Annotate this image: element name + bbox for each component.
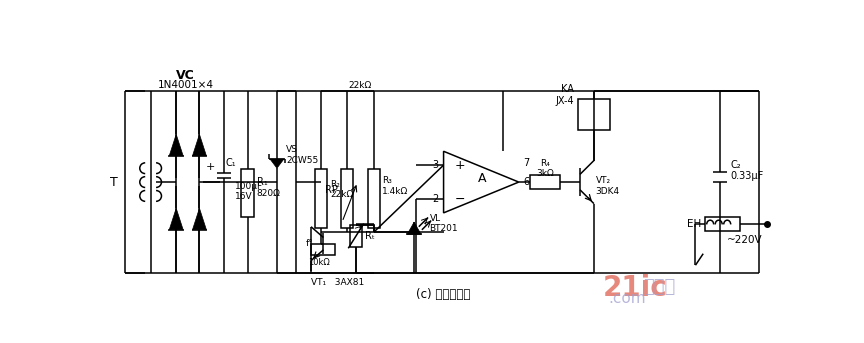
Text: R₃
1.4kΩ: R₃ 1.4kΩ <box>383 176 409 196</box>
Bar <box>530 175 560 189</box>
Text: VL
BT201: VL BT201 <box>429 214 458 233</box>
Polygon shape <box>169 134 183 156</box>
Text: VT₁   3AX81: VT₁ 3AX81 <box>311 278 365 287</box>
Text: 电子网: 电子网 <box>643 278 675 296</box>
Bar <box>241 169 254 217</box>
Text: KA
JX-4: KA JX-4 <box>556 84 574 106</box>
Bar <box>311 245 335 255</box>
Text: 10kΩ: 10kΩ <box>308 258 330 267</box>
Text: VS
2CW55: VS 2CW55 <box>286 145 319 165</box>
Text: +: + <box>206 162 215 172</box>
Text: 820Ω: 820Ω <box>257 189 281 198</box>
Text: VC: VC <box>176 69 195 82</box>
Text: +: + <box>454 158 465 172</box>
Text: 100μF
16V: 100μF 16V <box>235 181 264 201</box>
Text: −: − <box>454 192 465 205</box>
Text: C₂
0.33μF: C₂ 0.33μF <box>730 160 764 181</box>
Text: RP: RP <box>325 185 338 195</box>
Polygon shape <box>169 208 183 230</box>
Bar <box>350 225 362 247</box>
Text: T: T <box>110 176 118 189</box>
Text: 6: 6 <box>524 177 530 187</box>
Text: R₁: R₁ <box>257 177 268 187</box>
Text: R₂
22kΩ: R₂ 22kΩ <box>330 180 353 200</box>
Text: ~220V: ~220V <box>727 235 763 245</box>
Text: Rₜ: Rₜ <box>365 231 375 241</box>
Text: 3: 3 <box>433 160 439 170</box>
Polygon shape <box>270 159 284 168</box>
Text: R₄
3kΩ: R₄ 3kΩ <box>537 158 554 178</box>
Text: A: A <box>478 172 486 185</box>
Text: 7: 7 <box>524 158 530 168</box>
Polygon shape <box>193 134 206 156</box>
Text: 22kΩ: 22kΩ <box>348 81 372 90</box>
Text: 1N4001×4: 1N4001×4 <box>157 80 213 90</box>
Text: 2: 2 <box>433 194 439 204</box>
Text: (c) 继电器控制: (c) 继电器控制 <box>416 288 470 301</box>
Polygon shape <box>407 222 421 234</box>
Text: .com: .com <box>608 291 645 306</box>
Polygon shape <box>193 208 206 230</box>
Bar <box>578 99 610 130</box>
Text: VT₂
3DK4: VT₂ 3DK4 <box>595 176 619 196</box>
Bar <box>367 169 380 228</box>
Bar <box>705 217 740 231</box>
Text: 21ic: 21ic <box>602 274 667 302</box>
Bar <box>314 169 327 228</box>
Text: EH: EH <box>687 220 701 229</box>
Text: C₁: C₁ <box>226 158 237 168</box>
Text: f°: f° <box>306 239 314 248</box>
Bar <box>340 169 353 228</box>
